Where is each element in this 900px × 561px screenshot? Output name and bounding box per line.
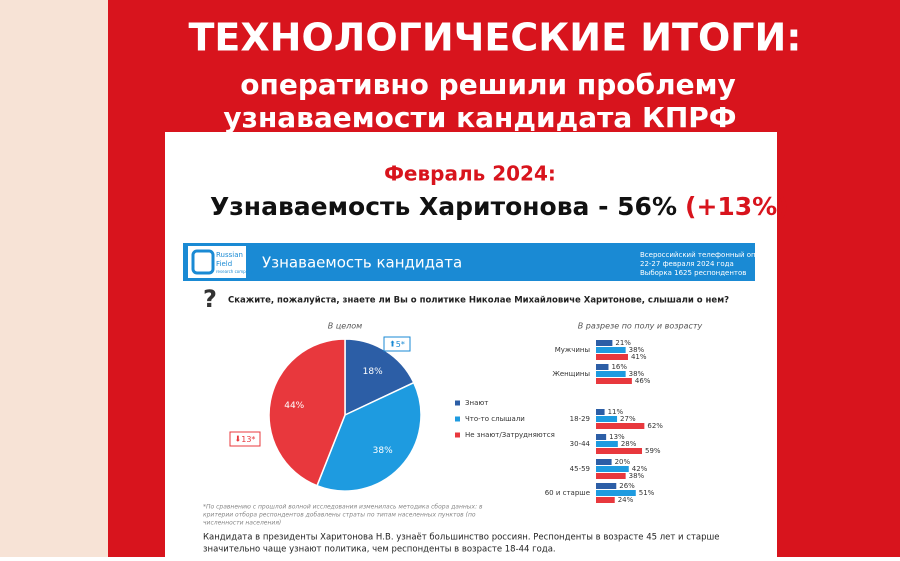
bar-label: 27% xyxy=(620,415,636,423)
category-label: 18-29 xyxy=(570,415,590,423)
slice-label: 18% xyxy=(363,367,383,377)
chart-title: В целом xyxy=(328,322,362,331)
bar-label: 28% xyxy=(621,440,637,448)
badge-value: 13* xyxy=(241,435,255,444)
legend-swatch xyxy=(455,416,460,422)
pie-slice xyxy=(268,338,346,487)
bar xyxy=(596,354,628,360)
bar-label: 59% xyxy=(645,447,661,455)
bar-label: 51% xyxy=(639,489,655,497)
bar-label: 41% xyxy=(631,353,647,361)
slide-title: Узнаваемость кандидата xyxy=(262,254,462,272)
left-strip xyxy=(0,0,108,557)
slice-label: 38% xyxy=(373,446,393,456)
category-label: Мужчины xyxy=(555,346,590,354)
meta: Всероссийский телефонный опрос 22-27 фев… xyxy=(640,251,768,277)
bar xyxy=(596,434,607,440)
category-label: 60 и старше xyxy=(545,489,590,497)
bar-label: 46% xyxy=(635,377,651,385)
logo-text: Field xyxy=(216,260,232,268)
conclusion-line: значительно чаще узнают политика, чем ре… xyxy=(203,545,556,555)
headline-change: (+13%) xyxy=(685,192,789,221)
conclusion-line: Кандидата в президенты Харитонова Н.В. у… xyxy=(203,533,720,543)
period: Февраль 2024: xyxy=(384,162,556,186)
bar xyxy=(596,497,615,503)
slice-label: 44% xyxy=(284,401,304,411)
bar xyxy=(596,466,629,472)
bar xyxy=(596,371,626,377)
footnote: *По сравнению с прошлой волной исследова… xyxy=(203,504,483,527)
legend-swatch xyxy=(455,400,460,406)
badge xyxy=(229,431,261,447)
bar-label: 20% xyxy=(615,458,631,466)
bar-label: 26% xyxy=(619,482,635,490)
bar-label: 11% xyxy=(608,408,624,416)
badge-value: 5* xyxy=(396,340,405,349)
legend-label: Что-то слышали xyxy=(465,415,525,423)
category-label: 45-59 xyxy=(570,465,590,473)
bar xyxy=(596,441,618,447)
header-line: узнаваемости кандидата КПРФ xyxy=(223,101,736,134)
logo-icon xyxy=(191,249,215,275)
bar xyxy=(596,448,643,454)
header-line: ТЕХНОЛОГИЧЕСКИЕ ИТОГИ: xyxy=(188,16,801,60)
footnote-line: *По сравнению с прошлой волной исследова… xyxy=(203,504,483,511)
bar xyxy=(596,378,632,384)
headline-text: Узнаваемость Харитонова - 56% xyxy=(210,192,677,221)
bar xyxy=(596,423,645,429)
headline: Узнаваемость Харитонова - 56% (+13%) xyxy=(210,192,789,221)
conclusion: Кандидата в президенты Харитонова Н.В. у… xyxy=(203,533,720,555)
badge xyxy=(383,336,411,352)
meta-line: Всероссийский телефонный опрос xyxy=(640,251,768,259)
bar xyxy=(596,364,609,370)
header-line: оперативно решили проблему xyxy=(240,68,735,101)
logo-text: research company xyxy=(216,269,254,274)
meta-line: Выборка 1625 респондентов xyxy=(640,269,746,277)
charts: В целом 18% Знают 38% Что-то слышали 44% Не зн… xyxy=(268,322,703,504)
bar-label: 38% xyxy=(629,370,645,378)
question: Скажите, пожалуйста, знаете ли Вы о поли… xyxy=(228,296,729,306)
badge-text: ⬇13* xyxy=(235,435,256,444)
pie-slice xyxy=(316,381,422,492)
logo-text: Russian xyxy=(216,251,243,259)
bar-label: 38% xyxy=(629,346,645,354)
footnote-line: критерии отбора респондентов добавлены с… xyxy=(203,512,476,519)
footnote-line: численности населения) xyxy=(203,520,281,527)
legend-swatch xyxy=(455,432,460,438)
card xyxy=(165,132,777,561)
bar-label: 16% xyxy=(611,363,627,371)
bar-label: 62% xyxy=(647,422,663,430)
bar-label: 13% xyxy=(609,433,625,441)
bar-label: 42% xyxy=(632,465,648,473)
bar xyxy=(596,473,626,479)
meta-line: 22-27 февраля 2024 года xyxy=(640,260,734,268)
legend-label: Знают xyxy=(465,399,488,407)
category-label: Женщины xyxy=(552,370,590,378)
slide-header xyxy=(183,243,755,281)
bar xyxy=(596,490,636,496)
bar-label: 21% xyxy=(615,339,631,347)
category-label: 30-44 xyxy=(570,440,591,448)
chart-title: В разрезе по полу и возрасту xyxy=(578,322,703,331)
bar-label: 24% xyxy=(618,496,634,504)
bar xyxy=(596,416,618,422)
bar xyxy=(596,347,626,353)
header: ТЕХНОЛОГИЧЕСКИЕ ИТОГИ: оперативно решили… xyxy=(188,16,801,135)
legend-label: Не знают/Затрудняются xyxy=(465,431,555,439)
bar xyxy=(596,340,613,346)
question-mark: ? xyxy=(203,285,217,313)
badge-text: ⬆5* xyxy=(389,340,405,349)
bar xyxy=(596,459,612,465)
bar-label: 38% xyxy=(629,472,645,480)
bar xyxy=(596,483,617,489)
bar xyxy=(596,409,605,415)
